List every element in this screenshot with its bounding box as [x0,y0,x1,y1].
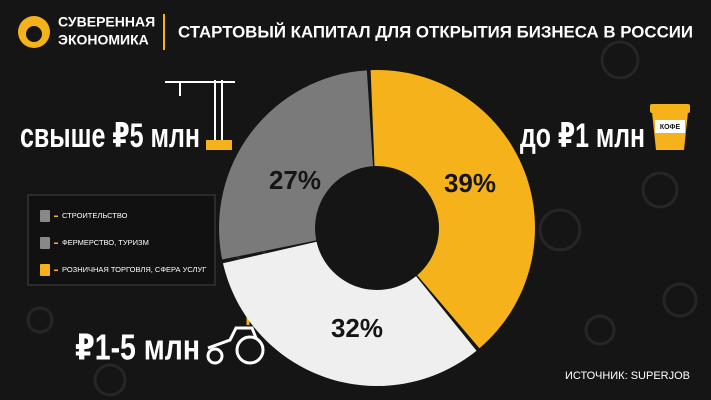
legend-label: СТРОИТЕЛЬСТВО [62,211,128,220]
category-label: до ₽1 млн [520,117,645,155]
donut-slice [370,70,535,349]
legend-icon [40,264,50,276]
donut-slice [222,241,477,386]
value-label: 32% [331,313,383,343]
legend-icon [40,237,50,249]
legend-label: РОЗНИЧНАЯ ТОРГОВЛЯ, СФЕРА УСЛУГ [62,265,206,274]
value-label: 27% [269,165,321,195]
category-label: свыше ₽5 млн [20,117,200,155]
icon-text: КОФЕ [660,124,681,131]
logo-mark [26,26,42,42]
legend-dash [54,242,58,244]
crane-icon [165,80,235,150]
legend-box [27,194,216,286]
brand-line: ЭКОНОМИКА [58,32,149,48]
legend-icon [40,210,50,222]
chart-title: СТАРТОВЫЙ КАПИТАЛ ДЛЯ ОТКРЫТИЯ БИЗНЕСА В… [178,22,693,41]
value-label: 39% [444,168,496,198]
legend-label: ФЕРМЕРСТВО, ТУРИЗМ [62,238,149,247]
donut-slice [219,70,374,260]
source: ИСТОЧНИК: SUPERJOB [565,370,690,382]
legend-dash [54,215,58,217]
brand-line: СУВЕРЕННАЯ [58,14,155,30]
legend-dash [54,269,58,271]
coffee-icon: КОФЕ [650,104,690,150]
category-label: ₽1-5 млн [75,327,200,368]
